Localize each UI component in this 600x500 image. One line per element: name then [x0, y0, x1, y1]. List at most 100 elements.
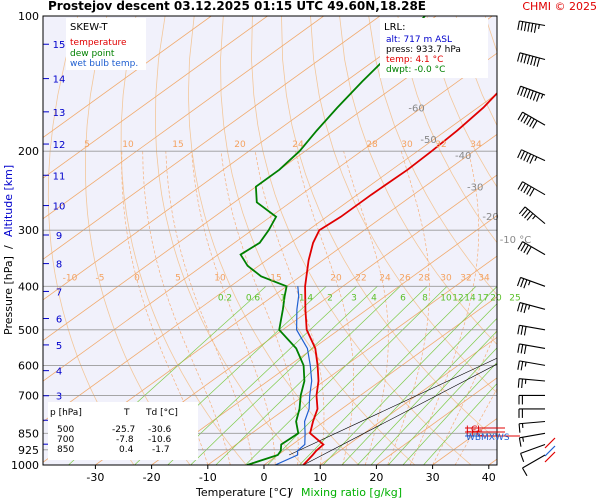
temperature-tick-label: -30: [86, 471, 104, 484]
wind-barb-flag: [533, 57, 537, 66]
wind-barb: [517, 324, 546, 336]
wind-barb-flag: [523, 304, 527, 314]
plot-frame: [42, 15, 498, 466]
temperature-line: [302, 92, 497, 465]
wind-barb-flag: [521, 378, 524, 389]
moist-adiabat-label: 32: [460, 273, 471, 283]
temperature-tick-label: 30: [426, 471, 440, 484]
temperature-tick-label: -10: [199, 471, 217, 484]
mixing-ratio-label: 1: [280, 293, 286, 303]
parcel-path-line: [288, 357, 497, 456]
wind-barb-flag: [520, 344, 524, 354]
wind-barb: [516, 85, 546, 102]
isotherm-line: [95, 174, 497, 465]
wind-barb-flag: [520, 243, 526, 252]
wind-barb-flag: [520, 87, 525, 96]
moist-adiabat-label: 5: [84, 140, 90, 150]
moist-adiabat-label: -10: [63, 273, 78, 283]
wind-barb: [517, 241, 546, 256]
lrl-dwpt: dwpt: -0.0 °C: [386, 65, 445, 75]
wind-barb-flag: [517, 20, 520, 30]
wind-barb: [517, 378, 546, 389]
wind-barb-half-flag: [524, 361, 527, 367]
pressure-tick-label: 600: [18, 359, 39, 372]
table-cell: -1.7: [152, 445, 170, 455]
mixing-ratio-label: 14: [464, 293, 476, 303]
altitude-tick-label: 13: [53, 108, 66, 119]
moist-adiabat-label: 28: [418, 273, 430, 283]
y-axis-label-pressure: Pressure [hPa]: [2, 256, 15, 335]
moist-adiabat-label: -5: [96, 273, 105, 283]
isotherm-label: -50: [420, 135, 436, 146]
level-table: p [hPa] T Td [°C] 500 -25.7 -30.6 700 -7…: [48, 402, 198, 460]
wind-barb: [518, 394, 545, 405]
mixing-ratio-label: 6: [400, 293, 406, 303]
wind-barb-flag: [520, 325, 524, 335]
wind-barb-flag: [517, 360, 520, 370]
moist-adiabat-label: 34: [470, 140, 482, 150]
wind-barb-flag: [518, 423, 521, 433]
pressure-tick-label: 100: [18, 10, 39, 23]
wind-barb-flag: [536, 92, 541, 102]
lrl-alt: alt: 717 m ASL: [386, 35, 452, 45]
altitude-tick-label: 15: [53, 40, 66, 51]
pressure-tick-label: 200: [18, 145, 39, 158]
wind-barb-flag: [523, 184, 529, 194]
surface-barb: [544, 451, 556, 463]
pressure-tick-label: 500: [18, 324, 39, 337]
mixing-ratio-label: 3: [351, 293, 357, 303]
wind-barb-flag: [517, 149, 522, 159]
moist-adiabat-label: 26: [399, 273, 411, 283]
moist-adiabat-label: 20: [330, 273, 342, 283]
wind-barb-flag: [536, 57, 541, 67]
moist-adiabat-label: 34: [478, 273, 490, 283]
wind-barb-flag: [521, 208, 529, 217]
isotherm-label: -30: [467, 183, 483, 194]
x-axis-label-mixing-ratio: Mixing ratio [g/kg]: [301, 486, 402, 499]
pressure-tick-label: 925: [18, 444, 39, 457]
table-header-td: Td [°C]: [145, 408, 178, 418]
wind-barb-flag: [523, 244, 529, 254]
table-cell: -25.7: [112, 425, 135, 435]
table-cell: -10.6: [148, 435, 172, 445]
mixing-ratio-label: 0.6: [246, 293, 261, 303]
x-axis-label-temperature: Temperature [°C]: [195, 486, 291, 499]
wind-barb-flag: [523, 54, 527, 64]
wind-barb-flag: [517, 181, 523, 190]
mixing-ratio-label: 12: [452, 293, 463, 303]
wind-barb-flag: [517, 302, 521, 312]
wind-barb-flag: [526, 55, 531, 65]
altitude-tick-label: 7: [56, 287, 62, 298]
wind-barb: [516, 276, 546, 289]
lrl-press: press: 933.7 hPa: [386, 45, 461, 55]
wind-barb-flag: [517, 325, 520, 335]
temperature-tick-label: 20: [369, 471, 383, 484]
wind-barb: [517, 149, 546, 164]
pressure-tick-label: 1000: [11, 459, 39, 472]
wind-barb-flag: [529, 90, 534, 100]
wind-barb-flag: [518, 206, 526, 215]
wind-barb-flag: [529, 155, 535, 164]
wind-barb-flag: [532, 120, 538, 129]
wind-barb-staff: [519, 52, 546, 61]
y-axis-title: Pressure [hPa] / Altitude [km]: [2, 165, 15, 335]
isotherm-line: [43, 16, 381, 260]
wind-barb-flag: [523, 88, 528, 98]
isotherm-line: [43, 16, 493, 341]
wind-barb-flag: [530, 56, 534, 66]
moist-adiabat-label: 20: [234, 140, 246, 150]
mixing-ratio-label: 8: [422, 293, 428, 303]
altitude-tick-label: 11: [53, 171, 66, 182]
wind-barb-half-flag: [534, 156, 538, 162]
lrl-temp: temp: 4.1 °C: [386, 55, 443, 65]
table-cell: 850: [57, 445, 74, 455]
wind-barb-staff: [521, 149, 546, 162]
altitude-tick-label: 8: [56, 260, 62, 271]
moist-adiabat-line: [454, 387, 497, 465]
wind-barb-flag: [533, 23, 537, 33]
table-cell: 0.4: [119, 445, 134, 455]
moist-adiabat-label: 15: [172, 140, 183, 150]
wind-barb-flag: [523, 115, 529, 124]
wind-barb-staff: [519, 378, 546, 382]
